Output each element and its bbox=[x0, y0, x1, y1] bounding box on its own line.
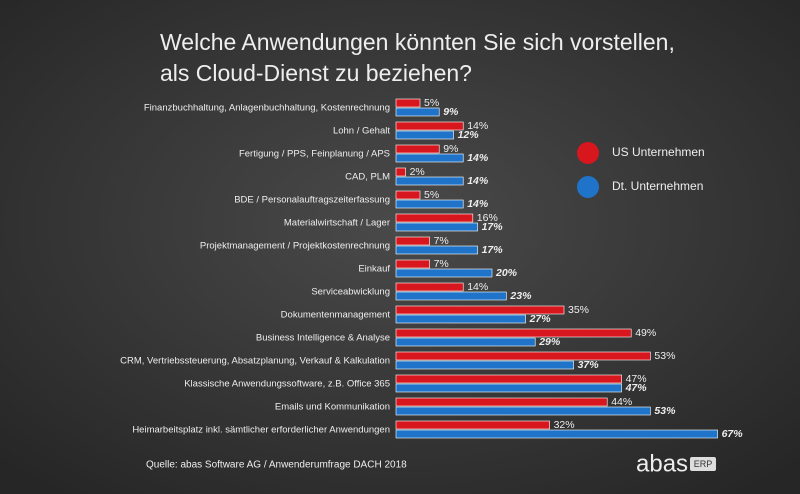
chart-title: Welche Anwendungen könnten Sie sich vors… bbox=[160, 29, 675, 55]
bar bbox=[395, 213, 474, 223]
bar bbox=[395, 383, 622, 393]
category-label: Materialwirtschaft / Lager bbox=[284, 218, 390, 229]
value-label: 47% bbox=[625, 382, 648, 394]
bar bbox=[395, 360, 574, 370]
value-label: 47% bbox=[626, 373, 647, 385]
category-label: Projektmanagement / Projektkostenrechnun… bbox=[200, 241, 390, 252]
category-label: Fertigung / PPS, Feinplanung / APS bbox=[239, 149, 390, 160]
category-label: CAD, PLM bbox=[345, 172, 390, 183]
bar bbox=[395, 153, 464, 163]
value-label: 23% bbox=[509, 290, 532, 302]
legend-marker bbox=[577, 176, 599, 198]
value-label: 32% bbox=[554, 419, 575, 431]
value-label: 20% bbox=[495, 267, 518, 279]
bar bbox=[395, 259, 430, 269]
bar bbox=[395, 328, 632, 338]
value-label: 9% bbox=[443, 106, 459, 118]
value-label: 53% bbox=[654, 350, 675, 362]
value-label: 14% bbox=[467, 152, 489, 164]
category-label: Klassische Anwendungssoftware, z.B. Offi… bbox=[184, 379, 390, 390]
value-label: 67% bbox=[722, 428, 744, 440]
bar bbox=[395, 397, 608, 407]
bar bbox=[395, 268, 493, 278]
bar bbox=[395, 222, 478, 232]
bar bbox=[395, 98, 421, 108]
value-label: 5% bbox=[424, 189, 439, 201]
bar bbox=[395, 190, 421, 200]
bar bbox=[395, 314, 526, 324]
bar bbox=[395, 282, 464, 292]
bar bbox=[395, 167, 406, 177]
value-label: 53% bbox=[654, 405, 676, 417]
value-label: 7% bbox=[434, 258, 449, 270]
category-label: Heimarbeitsplatz inkl. sämtlicher erford… bbox=[132, 425, 390, 436]
bar bbox=[395, 420, 550, 430]
value-label: 17% bbox=[482, 221, 504, 233]
legend-label: US Unternehmen bbox=[612, 145, 705, 159]
category-label: BDE / Personalauftragszeiterfassung bbox=[234, 195, 390, 206]
category-label: CRM, Vertriebssteuerung, Absatzplanung, … bbox=[120, 356, 390, 367]
bar bbox=[395, 236, 430, 246]
value-label: 14% bbox=[467, 175, 489, 187]
value-label: 14% bbox=[467, 281, 488, 293]
value-label: 16% bbox=[477, 212, 498, 224]
category-label: Business Intelligence & Analyse bbox=[256, 333, 390, 344]
bar bbox=[395, 291, 507, 301]
value-label: 2% bbox=[410, 166, 425, 178]
bar bbox=[395, 406, 651, 416]
legend-marker bbox=[577, 142, 599, 164]
category-label: Finanzbuchhaltung, Anlagenbuchhaltung, K… bbox=[144, 103, 390, 114]
bar bbox=[395, 176, 464, 186]
bar bbox=[395, 130, 454, 140]
bar bbox=[395, 107, 440, 117]
logo: abas bbox=[636, 450, 688, 477]
legend-label: Dt. Unternehmen bbox=[612, 179, 703, 193]
logo-badge bbox=[690, 457, 716, 471]
value-label: 14% bbox=[467, 198, 489, 210]
value-label: 35% bbox=[568, 304, 589, 316]
bar bbox=[395, 351, 651, 361]
value-label: 44% bbox=[611, 396, 632, 408]
category-label: Emails und Kommunikation bbox=[275, 402, 390, 413]
value-label: 17% bbox=[482, 244, 504, 256]
category-label: Dokumentenmanagement bbox=[281, 310, 391, 321]
value-label: 27% bbox=[529, 313, 552, 325]
bar bbox=[395, 245, 478, 255]
bar bbox=[395, 305, 565, 315]
bar bbox=[395, 337, 536, 347]
bar bbox=[395, 429, 718, 439]
value-label: 49% bbox=[635, 327, 656, 339]
value-label: 29% bbox=[538, 336, 561, 348]
bar bbox=[395, 144, 440, 154]
value-label: 7% bbox=[434, 235, 449, 247]
value-label: 9% bbox=[443, 143, 458, 155]
source: Quelle: abas Software AG / Anwenderumfra… bbox=[146, 460, 407, 471]
chart-title: als Cloud-Dienst zu beziehen? bbox=[160, 60, 472, 86]
bar bbox=[395, 374, 622, 384]
value-label: 5% bbox=[424, 97, 439, 109]
value-label: 12% bbox=[458, 129, 480, 141]
value-label: 14% bbox=[467, 120, 488, 132]
value-label: 37% bbox=[578, 359, 600, 371]
bar bbox=[395, 121, 464, 131]
category-label: Serviceabwicklung bbox=[311, 287, 390, 298]
bar bbox=[395, 199, 464, 209]
logo-badge-text: ERP bbox=[694, 459, 713, 469]
category-label: Einkauf bbox=[358, 264, 390, 275]
category-label: Lohn / Gehalt bbox=[333, 126, 390, 137]
